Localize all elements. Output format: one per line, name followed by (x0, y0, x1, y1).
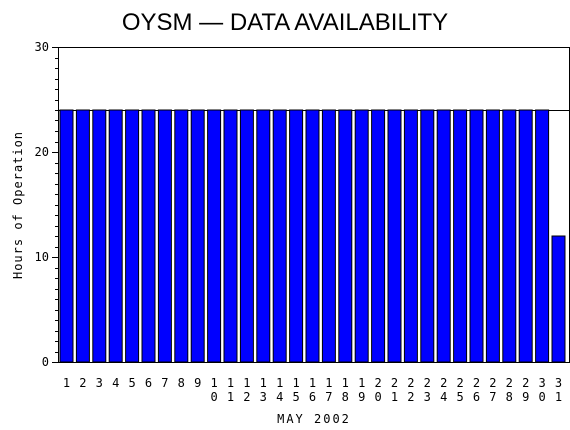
y-tick-label: 30 (35, 40, 49, 54)
bar-day-23 (420, 109, 435, 363)
x-tick-label-8: 8 (178, 376, 185, 390)
x-tick-label-1: 1 (63, 376, 70, 390)
bar-day-18 (338, 109, 353, 363)
bar-day-2 (75, 109, 90, 363)
bar-day-16 (305, 109, 320, 363)
x-axis: 1 2 3 4 5 6 7 8 9 1 01 11 21 31 41 51 61 71 81 92 02 12 22 32 42… (63, 376, 562, 404)
bar-day-24 (436, 109, 451, 363)
bar-day-22 (403, 109, 418, 363)
chart-title: OYSM — DATA AVAILABILITY (122, 9, 448, 36)
x-tick-label-3: 3 (96, 376, 103, 390)
x-tick-label-9: 9 (194, 376, 201, 390)
bar-day-26 (469, 109, 484, 363)
bar-day-14 (272, 109, 287, 363)
bar-day-6 (141, 109, 156, 363)
bar-day-11 (223, 109, 238, 363)
bar-day-27 (485, 109, 500, 363)
x-tick-label-4: 4 (112, 376, 119, 390)
x-tick-label-5: 5 (128, 376, 135, 390)
bar-day-8 (174, 109, 189, 363)
x-tick-label-2: 2 (79, 376, 86, 390)
x-axis-label: MAY 2002 (277, 412, 351, 426)
bar-day-3 (92, 109, 107, 363)
bar-day-15 (289, 109, 304, 363)
bar-day-13 (256, 109, 271, 363)
bar-day-31 (551, 235, 566, 363)
bar-day-17 (321, 109, 336, 363)
bar-day-1 (59, 109, 74, 363)
bar-day-28 (502, 109, 517, 363)
bar-day-19 (354, 109, 369, 363)
bar-day-25 (453, 109, 468, 363)
bar-day-10 (207, 109, 222, 363)
y-axis-label: Hours of Operation (11, 131, 25, 279)
bar-day-12 (239, 109, 254, 363)
x-tick-label-6: 6 (145, 376, 152, 390)
bar-day-4 (108, 109, 123, 363)
y-axis: 0 10 20 30 (35, 40, 58, 369)
bar-day-5 (125, 109, 140, 363)
bar-day-7 (157, 109, 172, 363)
bar-day-20 (371, 109, 386, 363)
bar-day-9 (190, 109, 205, 363)
y-tick-label: 10 (35, 250, 49, 264)
bars (59, 109, 566, 363)
y-tick-label: 20 (35, 145, 49, 159)
bar-day-30 (535, 109, 550, 363)
bar-day-29 (518, 109, 533, 363)
y-tick-label: 0 (42, 355, 49, 369)
bar-day-21 (387, 109, 402, 363)
x-tick-label-7: 7 (161, 376, 168, 390)
